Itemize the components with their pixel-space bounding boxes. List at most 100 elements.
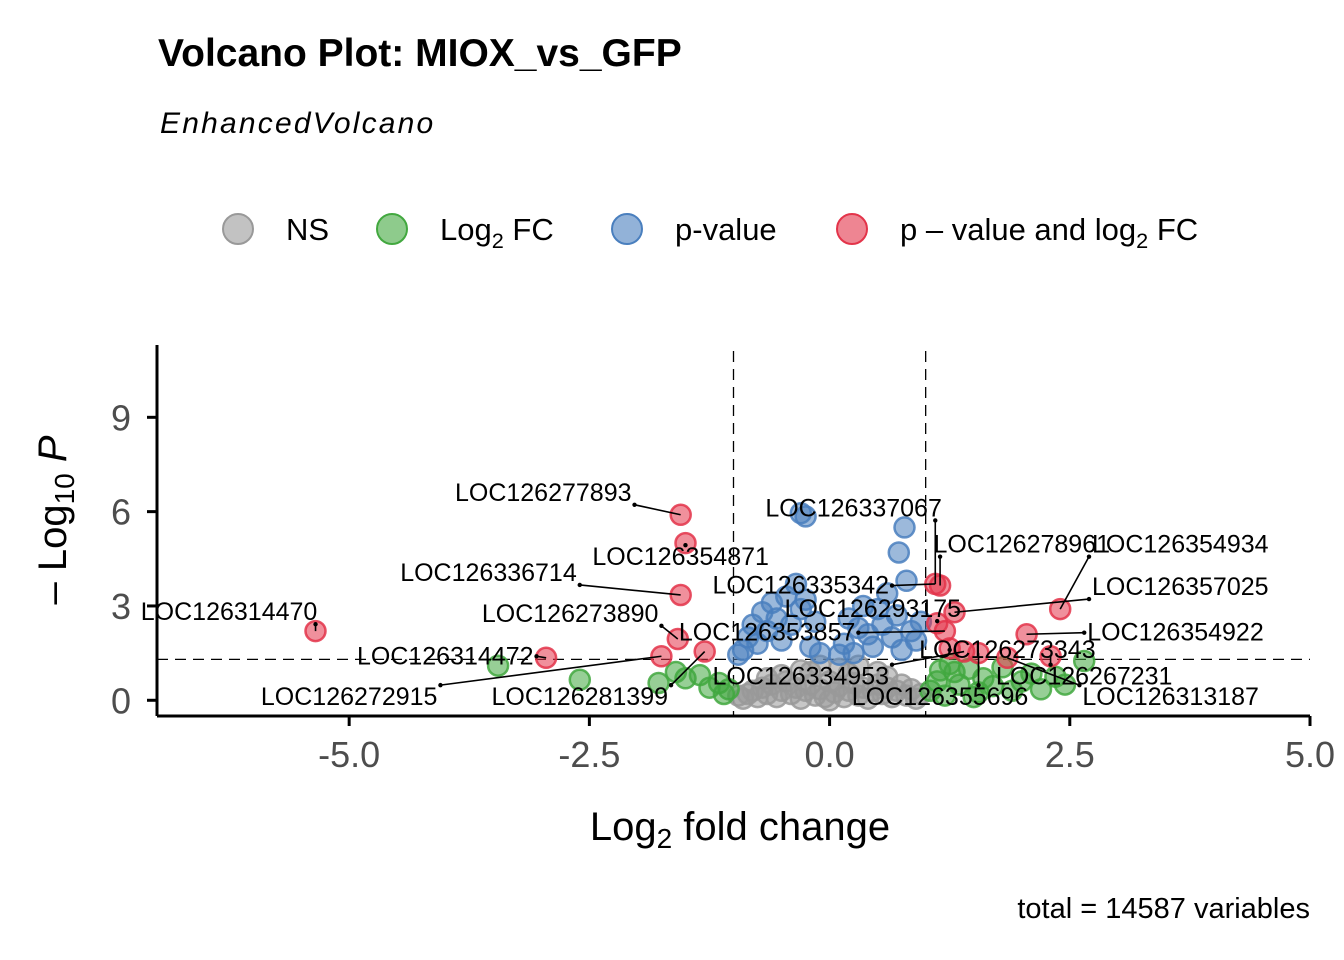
gene-label-group: LOC126272915 (261, 655, 662, 711)
gene-label: LOC126272915 (261, 683, 438, 711)
x-tick-label: 0.0 (805, 734, 855, 775)
legend-swatch (376, 213, 408, 245)
legend-label: p – value and log2 FC (900, 212, 1198, 253)
chart-title: Volcano Plot: MIOX_vs_GFP (158, 32, 682, 75)
legend-item-p: p-value (611, 212, 777, 247)
data-point-both (996, 646, 1019, 670)
gene-label: LOC126355696 (852, 683, 1029, 711)
gene-label-group: LOC126354934 (1059, 531, 1269, 610)
gene-label-group: LOC126335342 (712, 572, 936, 600)
connector-end (438, 682, 443, 688)
data-point-ns (875, 665, 899, 688)
data-point-p (808, 641, 832, 665)
label-connector (891, 650, 965, 666)
label-subscript: 2 (657, 823, 673, 854)
label-connector (1007, 657, 1080, 686)
gene-label: LOC126313187 (1082, 683, 1259, 711)
gene-label-group: LOC126354922 (1026, 619, 1264, 647)
label-part: P (31, 435, 75, 473)
connector-end (933, 518, 938, 523)
legend-label: p-value (675, 212, 777, 247)
data-point-p (875, 582, 899, 605)
connector-end (889, 662, 895, 667)
data-point-p (887, 541, 911, 564)
data-point-p (779, 613, 803, 637)
gene-label: LOC126314472 (357, 642, 534, 670)
data-point-p (727, 643, 750, 666)
label-connector (858, 630, 945, 634)
label-subscript: 2 (492, 228, 504, 253)
label-part: Log (440, 212, 492, 247)
chart-subtitle: EnhancedVolcano (160, 107, 435, 140)
legend-label: Log2 FC (440, 212, 554, 253)
data-point-p (893, 516, 916, 539)
data-point-p (794, 505, 817, 528)
gene-label-group: LOC126353857 (679, 619, 945, 647)
series-fc (486, 649, 1096, 709)
x-tick-label: 2.5 (1045, 734, 1095, 775)
gene-label: LOC126281399 (491, 683, 668, 711)
data-point-fc (712, 682, 736, 706)
label-part: p – value and log (900, 212, 1136, 247)
data-point-p (895, 569, 918, 593)
gene-label-group: LOC126337067 (765, 494, 942, 584)
y-tick-label: 3 (111, 586, 131, 627)
data-point-ns (755, 667, 779, 690)
gene-label-group: LOC126293175 (785, 595, 962, 624)
gene-label: LOC126273890 (482, 600, 659, 628)
gene-label-group: LOC126336714 (400, 559, 681, 596)
gene-label: LOC126354934 (1092, 531, 1269, 559)
series-p (727, 501, 933, 666)
legend-item-both: p – value and log2 FC (836, 212, 1198, 253)
legend-item-ns: NS (222, 212, 329, 247)
connector-end (668, 682, 674, 688)
data-point-fc (1053, 673, 1077, 696)
gene-label: LOC126357025 (1092, 573, 1269, 601)
data-point-fc (647, 671, 670, 695)
gene-label-group: LOC126355696 (852, 653, 1029, 711)
label-connector (634, 503, 681, 516)
connector-end (856, 630, 861, 635)
gene-label: LOC126354922 (1087, 619, 1264, 647)
gene-label: LOC126273343 (919, 636, 1096, 664)
x-tick-label: 5.0 (1285, 734, 1335, 775)
label-connector (1059, 556, 1090, 610)
gene-label: LOC126277893 (455, 479, 632, 507)
gene-label: LOC126314470 (141, 598, 318, 626)
legend-swatch (611, 213, 643, 245)
connector-end (937, 554, 943, 559)
y-tick-label: 9 (111, 397, 131, 438)
data-point-fc (688, 663, 712, 687)
label-part: – (31, 571, 75, 604)
connector-end (313, 622, 318, 627)
connector-end (632, 502, 637, 507)
data-point-both (669, 583, 692, 607)
y-axis-title: – Log10 P (31, 435, 80, 604)
gene-label-group: LOC126354871 (592, 543, 769, 571)
gene-label-group: LOC126278961 (933, 531, 1110, 586)
gene-label-group: LOC126314472 (357, 642, 547, 670)
label-connector (579, 584, 681, 596)
gene-label-group: LOC126314470 (141, 598, 318, 632)
y-tick-label: 6 (111, 492, 131, 533)
data-point-p (827, 643, 851, 666)
connector-end (534, 654, 539, 659)
gene-label: LOC126293175 (785, 595, 962, 623)
legend-label: NS (286, 212, 329, 247)
gene-label: LOC126354871 (592, 543, 769, 571)
data-point-p (861, 635, 885, 659)
connector-end (934, 618, 940, 624)
data-point-fc (1072, 649, 1096, 673)
data-point-fc (928, 659, 952, 682)
chart-caption: total = 14587 variables (1017, 893, 1310, 925)
legend-swatch (836, 213, 868, 245)
label-connector (1026, 631, 1085, 636)
connector-end (1082, 630, 1087, 635)
x-tick-label: -2.5 (558, 734, 620, 775)
data-point-fc (568, 668, 592, 692)
label-part: Log (31, 504, 75, 571)
data-point-both (669, 503, 692, 527)
connector-end (1086, 554, 1092, 559)
